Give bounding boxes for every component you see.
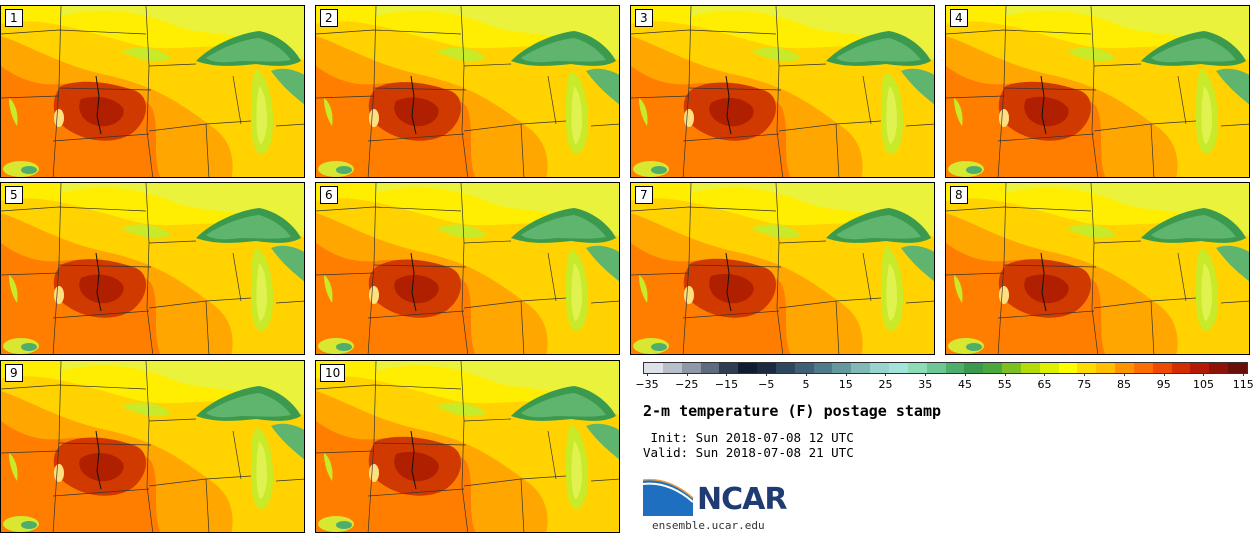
colorbar-swatch [738, 363, 758, 373]
stamp-label-9: 9 [5, 364, 23, 382]
stamp-panel-1: 1 [0, 5, 305, 178]
colorbar-swatch [757, 363, 776, 373]
stamp-label-2: 2 [320, 9, 338, 27]
temperature-map-9 [1, 361, 304, 532]
stamp-label-6: 6 [320, 186, 338, 204]
colorbar-swatch [662, 363, 682, 373]
colorbar-tick: 5 [786, 373, 826, 391]
temperature-map-1 [1, 6, 304, 177]
colorbar-tick: 35 [905, 373, 945, 391]
stamp-panel-5: 5 [0, 182, 305, 355]
colorbar-tick: 45 [945, 373, 985, 391]
colorbar-swatch [983, 363, 1003, 373]
temperature-map-3 [631, 6, 934, 177]
stamp-panel-9: 9 [0, 360, 305, 533]
stamp-panel-7: 7 [630, 182, 935, 355]
colorbar-swatch [719, 363, 739, 373]
stamp-label-4: 4 [950, 9, 968, 27]
valid-time: Valid: Sun 2018-07-08 21 UTC [643, 445, 854, 460]
colorbar-swatch [1115, 363, 1134, 373]
colorbar-swatch [681, 363, 701, 373]
colorbar-swatch [832, 363, 852, 373]
colorbar-swatch [1133, 363, 1153, 373]
stamp-panel-6: 6 [315, 182, 620, 355]
stamp-label-8: 8 [950, 186, 968, 204]
colorbar-tick: −15 [706, 373, 746, 391]
colorbar-swatch [1077, 363, 1097, 373]
stamp-label-1: 1 [5, 9, 23, 27]
colorbar-swatch [945, 363, 965, 373]
colorbar-swatch [700, 363, 720, 373]
temperature-colorbar [643, 362, 1248, 374]
colorbar-tick: 55 [985, 373, 1025, 391]
colorbar-tick: −35 [627, 373, 667, 391]
ncar-logo-icon [643, 478, 694, 516]
colorbar-tick: 85 [1104, 373, 1144, 391]
temperature-map-8 [946, 183, 1249, 354]
stamp-panel-8: 8 [945, 182, 1250, 355]
stamp-panel-2: 2 [315, 5, 620, 178]
colorbar-tick: 25 [865, 373, 905, 391]
temperature-map-2 [316, 6, 619, 177]
figure-title: 2-m temperature (F) postage stamp [643, 402, 942, 420]
stamp-label-10: 10 [320, 364, 346, 382]
colorbar-swatch [964, 363, 984, 373]
colorbar-swatch [926, 363, 946, 373]
stamp-label-3: 3 [635, 9, 653, 27]
colorbar-swatch [1190, 363, 1210, 373]
colorbar-swatch [851, 363, 871, 373]
init-time: Init: Sun 2018-07-08 12 UTC [643, 430, 854, 445]
temperature-map-10 [316, 361, 619, 532]
colorbar-swatch [1096, 363, 1116, 373]
colorbar-swatch [1039, 363, 1059, 373]
temperature-map-6 [316, 183, 619, 354]
colorbar-swatch [794, 363, 814, 373]
colorbar-swatch [1228, 363, 1247, 373]
stamp-panel-4: 4 [945, 5, 1250, 178]
colorbar-swatch [870, 363, 889, 373]
colorbar-swatch [907, 363, 927, 373]
colorbar-swatch [813, 363, 833, 373]
stamp-label-5: 5 [5, 186, 23, 204]
colorbar-tick: 65 [1024, 373, 1064, 391]
stamp-label-7: 7 [635, 186, 653, 204]
ncar-logo-text: NCAR [697, 482, 787, 517]
colorbar-swatch [888, 363, 908, 373]
stamp-panel-10: 10 [315, 360, 620, 533]
colorbar-swatch [1002, 363, 1021, 373]
stamp-panel-3: 3 [630, 5, 935, 178]
colorbar-tick: 105 [1183, 373, 1223, 391]
colorbar-tick: 115 [1223, 373, 1260, 391]
colorbar-swatch [644, 363, 663, 373]
colorbar-swatch [1058, 363, 1078, 373]
colorbar-tick: 15 [826, 373, 866, 391]
temperature-map-5 [1, 183, 304, 354]
colorbar-tick: −25 [667, 373, 707, 391]
colorbar-tick: 75 [1064, 373, 1104, 391]
temperature-map-7 [631, 183, 934, 354]
colorbar-swatch [1209, 363, 1229, 373]
colorbar-swatch [1020, 363, 1040, 373]
colorbar-swatch [1171, 363, 1191, 373]
temperature-map-4 [946, 6, 1249, 177]
colorbar-tick: 95 [1144, 373, 1184, 391]
colorbar-tick: −5 [746, 373, 786, 391]
colorbar-tick-labels: −35 −25 −15 −5 5 15 25 35 45 55 65 75 85 95 105 115 [635, 373, 1254, 395]
footer-url: ensemble.ucar.edu [652, 519, 765, 532]
colorbar-swatch [1152, 363, 1172, 373]
colorbar-swatch [775, 363, 795, 373]
